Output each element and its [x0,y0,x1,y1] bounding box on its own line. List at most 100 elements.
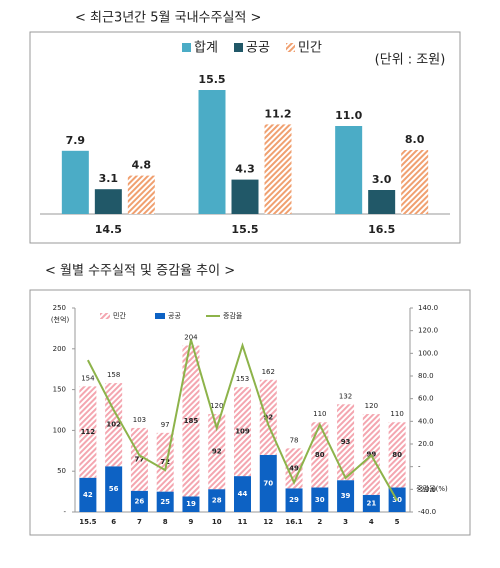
x-tick-label: 11 [238,518,248,526]
bar-segment [156,491,174,512]
legend-label: 공공 [168,312,181,320]
y-tick-label: 50 [57,467,66,475]
total-label: 158 [107,371,120,379]
value-label: 26 [135,497,145,505]
value-label: 185 [184,417,199,425]
x-tick-label: 15.5 [231,223,258,236]
x-tick-label: 8 [163,518,168,526]
x-tick-label: 15.5 [79,518,96,526]
x-tick-label: 7 [137,518,142,526]
bar-segment [311,422,329,488]
bar-segment [208,414,226,490]
value-label: 93 [341,438,351,446]
chart-frame [29,31,461,244]
value-label: 80 [315,451,325,459]
x-tick-label: 14.5 [95,223,122,236]
y2-tick-label: 80.0 [418,372,434,380]
bar [127,175,155,214]
y2-tick-label: 140.0 [418,304,438,312]
y-tick-label: - [63,508,66,516]
value-label: 4.3 [235,163,255,176]
y-tick-label: 100 [53,426,66,434]
legend-swatch [100,313,110,319]
bar-segment [79,386,97,478]
total-label: 132 [339,392,352,400]
value-label: 7.9 [66,134,86,147]
total-label: 153 [236,375,249,383]
total-label: 120 [365,402,378,410]
chart-frame [29,289,471,536]
value-label: 109 [235,428,250,436]
value-label: 11.2 [264,107,291,120]
value-label: 3.1 [99,172,119,185]
total-label: 78 [290,436,299,444]
value-label: 29 [289,496,299,504]
bar [264,124,292,214]
x-tick-label: 4 [369,518,374,526]
unit-note: (단위 : 조원) [375,53,446,68]
value-label: 30 [315,496,325,504]
value-label: 92 [263,413,273,421]
bar-segment [130,427,148,491]
value-label: 42 [83,491,93,499]
bar-segment [105,466,123,512]
total-label: 154 [81,374,95,382]
total-label: 204 [184,334,198,342]
y2-tick-label: 120.0 [418,327,438,335]
legend-swatch [234,43,243,52]
legend-label: 민간 [113,311,126,320]
bar-segment [388,422,406,488]
bar-segment [234,387,251,477]
value-label: 25 [160,498,170,506]
legend-label: 민간 [298,41,322,56]
value-label: 80 [392,451,402,459]
y2-tick-label: 60.0 [418,395,434,403]
x-tick-label: 2 [317,518,322,526]
value-label: 4.8 [132,159,152,172]
x-tick-label: 10 [212,518,222,526]
value-label: 8.0 [405,133,425,146]
bar [198,90,226,214]
y2-axis-label: 증감율(%) [416,485,448,493]
y2-tick-label: 40.0 [418,417,434,425]
y-tick-label: 250 [53,304,66,312]
y2-tick-label: - [418,463,421,471]
x-tick-label: 9 [189,518,194,526]
y2-tick-label: -20.0 [418,485,436,493]
bar-segment [182,496,200,512]
bar-segment [311,487,329,512]
bar-segment [285,448,303,489]
value-label: 44 [238,490,248,498]
total-label: 120 [210,402,223,410]
x-tick-label: 16.5 [368,223,395,236]
legend-label: 공공 [246,41,270,56]
bar [94,189,122,214]
y2-tick-label: 100.0 [418,349,438,357]
total-label: 97 [161,421,170,429]
value-label: 19 [186,500,196,508]
legend-swatch [286,43,295,52]
y-axis-label: (천억) [51,315,70,324]
bar-segment [130,490,148,512]
x-tick-label: 12 [263,518,273,526]
value-label: 70 [263,479,273,487]
bar [335,126,363,214]
y2-tick-label: -40.0 [418,508,436,516]
value-label: 11.0 [335,109,362,122]
bar-segment [362,494,380,512]
value-label: 39 [341,492,351,500]
value-label: 92 [212,448,222,456]
x-tick-label: 5 [395,518,400,526]
total-label: 110 [313,410,326,418]
x-tick-label: 3 [343,518,348,526]
total-label: 110 [390,410,403,418]
bar-segment [79,477,97,512]
total-label: 103 [133,416,146,424]
legend-label: 합계 [194,41,218,56]
value-label: 112 [81,428,96,436]
x-tick-label: 6 [111,518,116,526]
x-tick-label: 16.1 [285,518,302,526]
value-label: 15.5 [198,73,225,86]
value-label: 102 [106,421,121,429]
